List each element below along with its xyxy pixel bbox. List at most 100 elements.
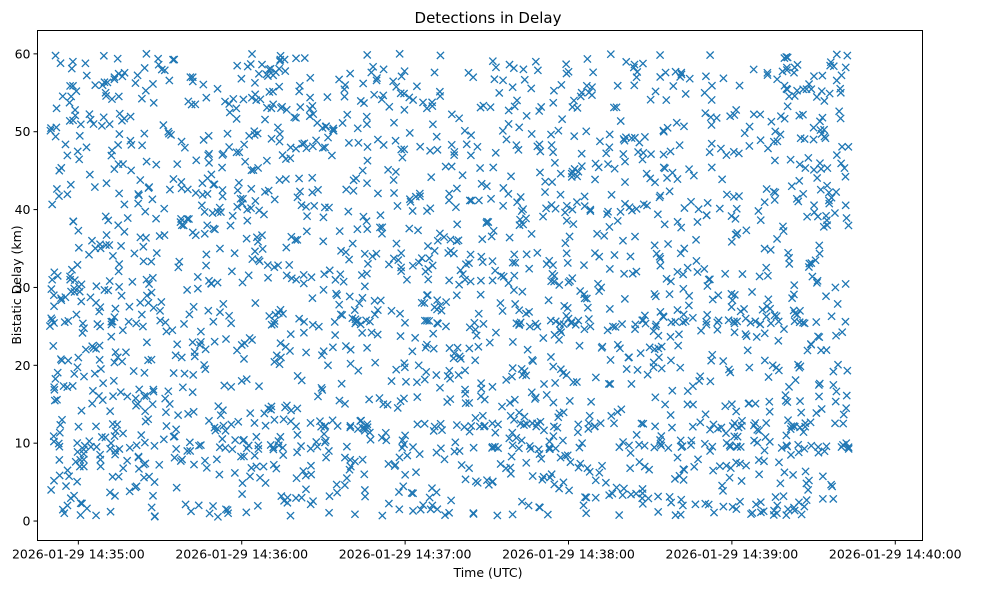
data-point — [509, 286, 519, 295]
data-point — [800, 502, 809, 511]
data-point — [183, 285, 192, 294]
data-point — [557, 328, 566, 337]
data-point — [664, 443, 673, 453]
data-point — [508, 258, 517, 267]
data-point — [341, 248, 350, 257]
data-point — [787, 182, 796, 191]
data-point — [342, 474, 351, 483]
data-point — [556, 453, 565, 462]
data-point — [544, 296, 553, 305]
data-point — [439, 233, 449, 242]
data-point — [433, 505, 442, 514]
data-point — [377, 95, 386, 104]
data-point — [281, 342, 290, 351]
data-point — [800, 319, 809, 328]
data-point — [684, 301, 693, 310]
data-point — [612, 483, 621, 492]
data-point — [818, 113, 827, 122]
data-point — [58, 92, 67, 101]
data-point — [474, 342, 483, 351]
data-point — [345, 465, 354, 474]
data-point — [193, 272, 202, 281]
data-point — [771, 493, 780, 502]
data-point — [563, 451, 572, 460]
data-point — [299, 328, 308, 337]
data-point — [646, 95, 655, 104]
data-point — [313, 185, 323, 194]
data-point — [137, 431, 146, 440]
data-point — [813, 173, 822, 183]
data-point — [389, 118, 399, 127]
data-point — [812, 408, 821, 418]
data-point — [637, 419, 646, 428]
data-point — [272, 464, 281, 473]
data-point — [488, 257, 497, 266]
data-point — [771, 127, 780, 136]
data-point — [305, 104, 315, 113]
data-point — [498, 306, 507, 315]
data-point — [111, 348, 120, 357]
data-point — [756, 136, 765, 145]
data-point — [362, 179, 372, 188]
data-point — [565, 396, 574, 405]
data-point — [111, 427, 120, 436]
data-point — [375, 393, 384, 403]
data-point — [447, 110, 456, 119]
data-point — [742, 332, 751, 341]
data-point — [225, 108, 234, 117]
data-point — [293, 448, 302, 457]
data-point — [271, 68, 280, 77]
data-point — [54, 192, 64, 201]
x-tick-label: 2026-01-29 14:40:00 — [829, 547, 962, 562]
data-point — [162, 422, 171, 431]
y-tick-label: 20 — [15, 358, 31, 373]
data-point — [108, 420, 117, 429]
data-point — [809, 123, 818, 132]
data-point — [453, 220, 462, 229]
data-point — [556, 169, 565, 178]
data-point — [361, 492, 370, 501]
data-point — [142, 49, 151, 58]
data-point — [124, 317, 133, 326]
data-point — [782, 431, 791, 440]
data-point — [546, 316, 555, 325]
data-point — [491, 148, 500, 157]
data-point — [341, 342, 350, 351]
data-point — [842, 391, 851, 400]
data-point — [555, 484, 564, 493]
data-point — [119, 464, 128, 473]
data-point — [318, 143, 327, 152]
data-point — [219, 299, 228, 308]
data-point — [622, 364, 631, 374]
data-point — [671, 511, 680, 520]
data-point — [609, 419, 619, 428]
data-point — [68, 381, 77, 390]
data-point — [782, 511, 791, 520]
data-point — [134, 191, 143, 200]
data-point — [177, 184, 186, 193]
data-point — [114, 472, 123, 481]
data-point — [667, 498, 676, 507]
markers-layer — [45, 49, 853, 521]
data-point — [391, 167, 400, 176]
data-point — [596, 419, 605, 428]
data-point — [770, 156, 780, 165]
data-point — [169, 174, 178, 184]
data-point — [679, 284, 688, 293]
data-point — [686, 197, 696, 206]
data-point — [173, 160, 182, 169]
data-point — [366, 435, 375, 444]
data-point — [590, 175, 600, 184]
data-point — [78, 328, 87, 337]
data-point — [491, 428, 500, 437]
data-point — [405, 224, 414, 233]
data-point — [154, 54, 163, 63]
data-point — [506, 172, 516, 181]
data-point — [693, 217, 702, 227]
data-point — [155, 460, 164, 469]
data-point — [803, 212, 812, 221]
data-point — [204, 158, 214, 167]
data-point — [94, 391, 103, 401]
data-point — [474, 196, 483, 205]
data-point — [813, 332, 823, 341]
